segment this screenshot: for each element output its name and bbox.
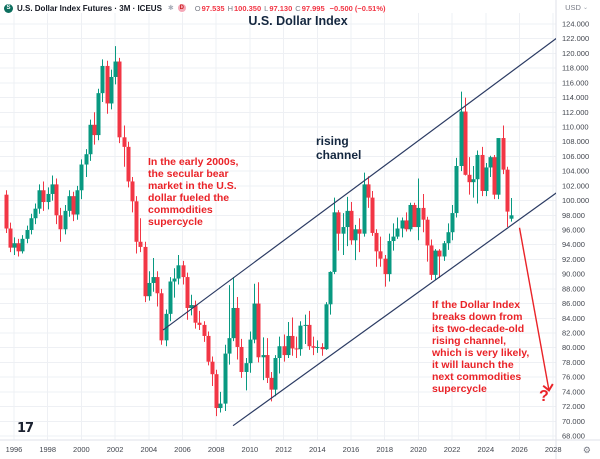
open-label: O: [194, 3, 201, 13]
high-value: 100.350: [234, 3, 262, 13]
symbol-title[interactable]: U.S. Dollar Index Futures · 3M · ICEUS: [17, 3, 162, 13]
svg-text:122.000: 122.000: [562, 34, 589, 43]
svg-text:2004: 2004: [140, 445, 157, 454]
svg-text:96.000: 96.000: [562, 225, 585, 234]
svg-text:112.000: 112.000: [562, 108, 589, 117]
market-status-icon: ✱: [167, 5, 174, 12]
svg-text:68.000: 68.000: [562, 431, 585, 440]
svg-text:2016: 2016: [343, 445, 360, 454]
candlestick-series[interactable]: [4, 46, 514, 417]
tradingview-logo-icon[interactable]: 17: [17, 421, 34, 436]
svg-text:124.000: 124.000: [562, 20, 589, 29]
svg-text:2002: 2002: [107, 445, 124, 454]
grid-lines: [0, 13, 556, 440]
svg-text:92.000: 92.000: [562, 255, 585, 264]
svg-text:2022: 2022: [444, 445, 461, 454]
time-axis[interactable]: 1996 1998 2000 2002 2004 2006 2008 2010 2012 2014…: [6, 445, 562, 454]
svg-text:94.000: 94.000: [562, 240, 585, 249]
low-label: L: [264, 3, 269, 13]
svg-text:2008: 2008: [208, 445, 225, 454]
chart-title: U.S. Dollar Index: [248, 14, 348, 28]
svg-text:2012: 2012: [275, 445, 292, 454]
high-label: H: [227, 3, 234, 13]
annotation-early-2000s-note[interactable]: In the early 2000s, the secular bear mar…: [148, 156, 239, 228]
svg-text:1998: 1998: [39, 445, 56, 454]
currency-label: USD: [565, 3, 581, 12]
svg-text:120.000: 120.000: [562, 49, 589, 58]
close-label: C: [295, 3, 301, 13]
low-value: 97.130: [269, 3, 293, 13]
svg-text:2024: 2024: [477, 445, 494, 454]
svg-text:2014: 2014: [309, 445, 326, 454]
svg-text:116.000: 116.000: [562, 78, 589, 87]
symbol-header[interactable]: S U.S. Dollar Index Futures · 3M · ICEUS…: [4, 2, 386, 14]
breakdown-arrow[interactable]: [518, 227, 549, 391]
svg-text:82.000: 82.000: [562, 328, 585, 337]
svg-text:84.000: 84.000: [562, 314, 585, 323]
exchange-logo-icon: S: [4, 3, 13, 13]
svg-text:106.000: 106.000: [562, 152, 589, 161]
svg-text:2018: 2018: [376, 445, 393, 454]
close-value: 97.995: [301, 3, 325, 13]
svg-text:2010: 2010: [242, 445, 259, 454]
svg-text:114.000: 114.000: [562, 93, 589, 102]
annotation-question-mark[interactable]: ?: [539, 388, 549, 405]
delayed-data-icon: D: [177, 4, 186, 12]
svg-text:76.000: 76.000: [562, 373, 585, 382]
ohlc-values: O 97.535 H 100.350 L 97.130 C 97.995 −0.500 …: [195, 4, 386, 13]
price-axis[interactable]: 124.000 122.000 120.000 118.000 116.000 114.0…: [562, 20, 589, 441]
svg-text:74.000: 74.000: [562, 387, 585, 396]
svg-text:100.000: 100.000: [562, 196, 589, 205]
svg-text:110.000: 110.000: [562, 122, 589, 131]
svg-text:98.000: 98.000: [562, 211, 585, 220]
svg-text:102.000: 102.000: [562, 181, 589, 190]
rising-channel-trendlines[interactable]: [162, 37, 560, 427]
settings-gear-icon[interactable]: ⚙: [582, 445, 591, 455]
svg-text:72.000: 72.000: [562, 402, 585, 411]
change-value: −0.500 (−0.51%): [329, 3, 386, 13]
svg-text:108.000: 108.000: [562, 137, 589, 146]
open-value: 97.535: [201, 3, 225, 13]
svg-text:88.000: 88.000: [562, 284, 585, 293]
svg-text:2026: 2026: [511, 445, 528, 454]
svg-text:78.000: 78.000: [562, 358, 585, 367]
svg-text:118.000: 118.000: [562, 64, 589, 73]
svg-text:80.000: 80.000: [562, 343, 585, 352]
svg-text:2006: 2006: [174, 445, 191, 454]
chevron-down-icon: ⌄: [582, 5, 588, 11]
svg-text:2000: 2000: [73, 445, 90, 454]
svg-text:90.000: 90.000: [562, 270, 585, 279]
price-axis-currency-toggle[interactable]: USD ⌄: [565, 3, 588, 12]
svg-text:86.000: 86.000: [562, 299, 585, 308]
svg-text:1996: 1996: [6, 445, 23, 454]
annotation-breakdown-note[interactable]: If the Dollar Index breaks down from its…: [432, 299, 530, 395]
svg-text:2028: 2028: [545, 445, 562, 454]
annotation-rising-channel-label[interactable]: rising channel: [316, 134, 362, 162]
svg-text:104.000: 104.000: [562, 167, 589, 176]
svg-text:70.000: 70.000: [562, 417, 585, 426]
svg-text:2020: 2020: [410, 445, 427, 454]
